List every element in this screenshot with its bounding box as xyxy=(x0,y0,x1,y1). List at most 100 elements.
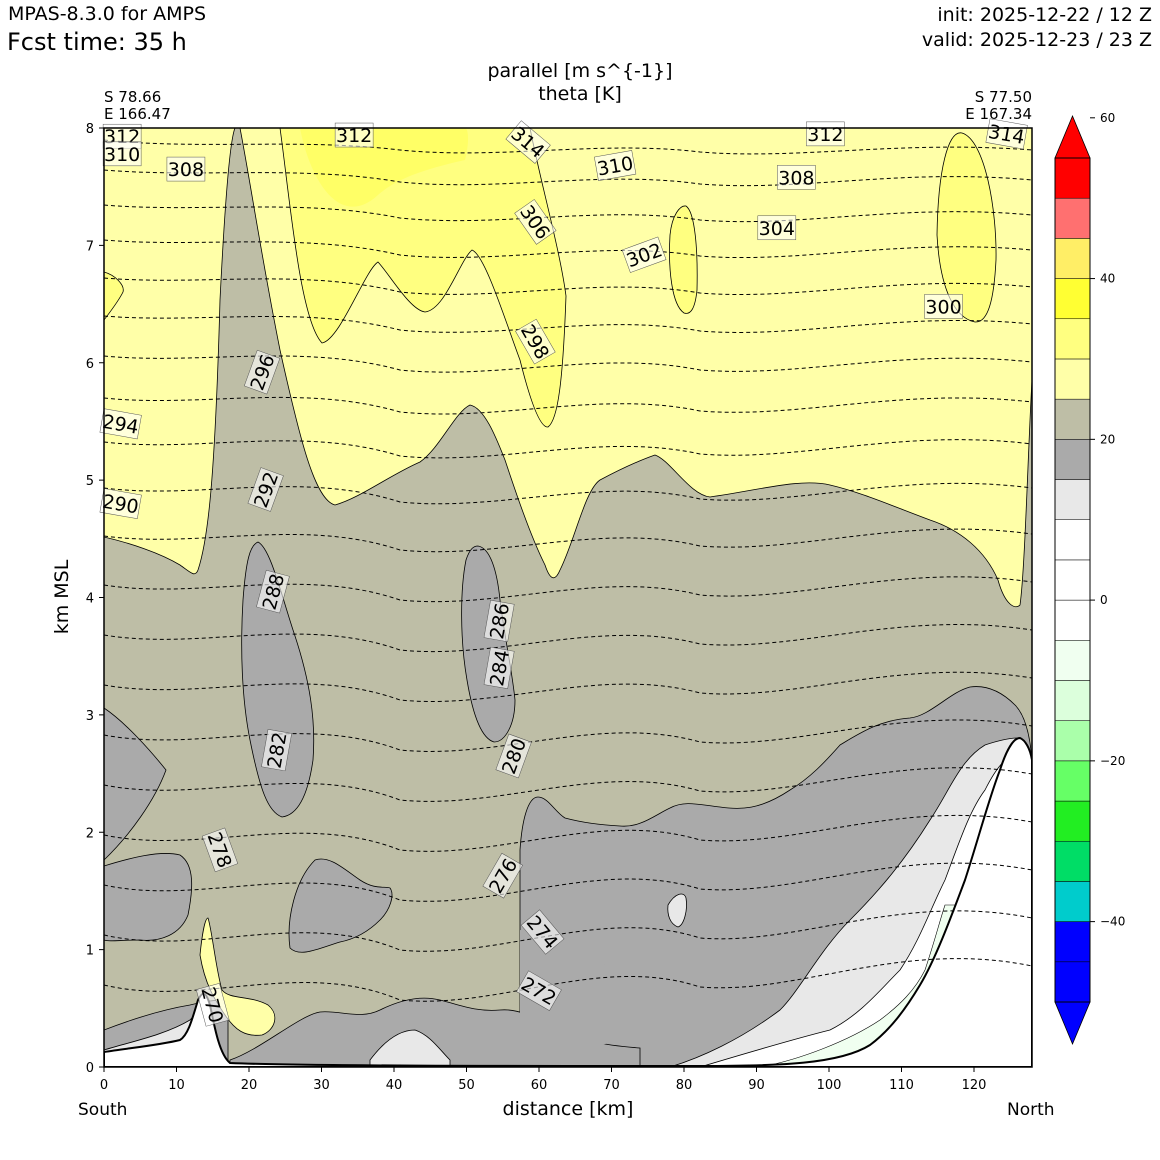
theta-label-text: 312 xyxy=(807,124,843,146)
theta-line xyxy=(104,396,1032,415)
colorbar-swatch xyxy=(1054,278,1091,320)
fill-gray-small-ridge xyxy=(288,858,393,953)
theta-label: 310 xyxy=(102,141,142,167)
colorbar-tick-label: 60 xyxy=(1100,111,1115,125)
theta-label-box xyxy=(505,120,551,164)
theta-line xyxy=(104,528,1032,553)
wind-fill-layer xyxy=(104,128,1032,1067)
theta-label-box xyxy=(99,408,142,440)
fill-yellow-left-notch xyxy=(104,271,124,321)
fill-yellow-upper-2 xyxy=(300,128,469,207)
y-tick-label: 0 xyxy=(86,1061,94,1076)
x-axis-label: distance [km] xyxy=(502,1098,634,1120)
colorbar-swatch xyxy=(1054,398,1091,440)
theta-label-box xyxy=(985,118,1028,150)
theta-label-box xyxy=(757,215,797,241)
colorbar-swatch xyxy=(1054,680,1091,721)
theta-line xyxy=(104,862,1032,902)
colorbar-swatch xyxy=(1054,800,1091,842)
fill-yellow-mid-blob xyxy=(669,205,698,314)
theta-line xyxy=(104,139,1032,155)
y-tick-label: 6 xyxy=(86,357,94,372)
theta-label: 296 xyxy=(243,349,281,395)
theta-label-box xyxy=(166,156,206,182)
x-axis-ticks: 0 10 20 30 40 50 60 70 80 90 100 110 120 xyxy=(100,1067,987,1093)
x-tick-label: 110 xyxy=(889,1078,914,1093)
theta-label: 304 xyxy=(757,215,797,241)
colorbar-swatch xyxy=(1054,358,1091,400)
chart-title-line1: parallel [m s^{-1}] xyxy=(487,60,673,82)
x-tick-label: 0 xyxy=(100,1078,108,1093)
fill-gray-left-top xyxy=(104,707,167,861)
init-time: init: 2025-12-22 / 12 Z xyxy=(937,4,1152,26)
theta-label-text: 300 xyxy=(925,296,961,318)
y-tick-label: 7 xyxy=(86,239,94,254)
theta-label: 312 xyxy=(334,122,374,148)
theta-label-box xyxy=(482,852,523,899)
y-axis-ticks: 0 1 2 3 4 5 6 7 8 xyxy=(86,122,104,1076)
theta-line xyxy=(104,315,1032,333)
valid-time: valid: 2025-12-23 / 23 Z xyxy=(921,29,1152,51)
theta-label-text: 304 xyxy=(759,218,795,240)
theta-label-text: 310 xyxy=(104,144,140,166)
left-endpoint-lon: E 166.47 xyxy=(104,105,171,123)
y-tick-label: 1 xyxy=(86,944,94,959)
theta-label-box xyxy=(99,488,142,520)
theta-label-text: 312 xyxy=(336,125,372,147)
theta-label-text: 308 xyxy=(168,159,204,181)
theta-label-box xyxy=(247,467,284,512)
colorbar: −40 −20 0 20 40 60 xyxy=(1054,111,1125,1046)
x-tick-label: 50 xyxy=(458,1078,475,1093)
colorbar-swatch xyxy=(1054,720,1091,762)
colorbar-swatch xyxy=(1054,961,1091,1003)
colorbar-tick-label: −20 xyxy=(1100,754,1125,768)
y-tick-label: 2 xyxy=(86,826,94,841)
theta-label-box xyxy=(520,909,565,955)
theta-label-box xyxy=(621,236,667,273)
theta-label: 312 xyxy=(806,121,845,147)
x-tick-label: 60 xyxy=(531,1078,548,1093)
colorbar-tick-label: 20 xyxy=(1100,432,1115,446)
theta-label: 300 xyxy=(924,294,963,319)
colorbar-swatch xyxy=(1054,881,1091,922)
theta-line xyxy=(104,576,1032,603)
right-endpoint-lon: E 167.34 xyxy=(965,105,1032,123)
forecast-time: Fcst time: 35 h xyxy=(7,28,187,56)
colorbar-frame xyxy=(1054,157,1091,1003)
theta-label: 294 xyxy=(99,408,142,440)
theta-label-text: 308 xyxy=(778,167,814,189)
theta-label-box xyxy=(483,646,515,690)
theta-label-box xyxy=(201,827,239,873)
theta-line xyxy=(104,482,1032,505)
y-tick-label: 3 xyxy=(86,709,94,724)
theta-label-box xyxy=(261,729,292,772)
colorbar-swatch xyxy=(1054,921,1091,963)
x-tick-label: 70 xyxy=(603,1078,620,1093)
colorbar-swatch xyxy=(1054,519,1091,561)
colorbar-swatch xyxy=(1054,760,1091,802)
theta-label-box xyxy=(102,141,142,167)
x-tick-label: 40 xyxy=(386,1078,403,1093)
colorbar-swatch xyxy=(1054,559,1091,601)
theta-label-box xyxy=(924,294,963,319)
colorbar-extend-min xyxy=(1054,1001,1091,1046)
y-tick-label: 8 xyxy=(86,122,94,137)
colorbar-swatch xyxy=(1054,318,1091,360)
model-name: MPAS-8.3.0 for AMPS xyxy=(8,3,207,25)
colorbar-swatch xyxy=(1054,840,1091,882)
theta-label-box xyxy=(334,122,374,148)
colorbar-tick-label: 0 xyxy=(1100,593,1108,607)
x-tick-label: 80 xyxy=(676,1078,693,1093)
theta-label-box xyxy=(516,970,562,1011)
theta-line xyxy=(104,624,1032,653)
x-tick-label: 120 xyxy=(962,1078,987,1093)
theta-label: 308 xyxy=(166,156,206,182)
colorbar-swatch xyxy=(1054,197,1091,239)
theta-contours xyxy=(104,139,1032,1002)
colorbar-extend-max xyxy=(1054,114,1091,159)
colorbar-swatch xyxy=(1054,157,1091,199)
theta-label-box xyxy=(515,318,556,365)
colorbar-swatch xyxy=(1054,238,1091,279)
colorbar-swatch xyxy=(1054,599,1091,641)
colorbar-tick-label: 40 xyxy=(1100,272,1115,286)
